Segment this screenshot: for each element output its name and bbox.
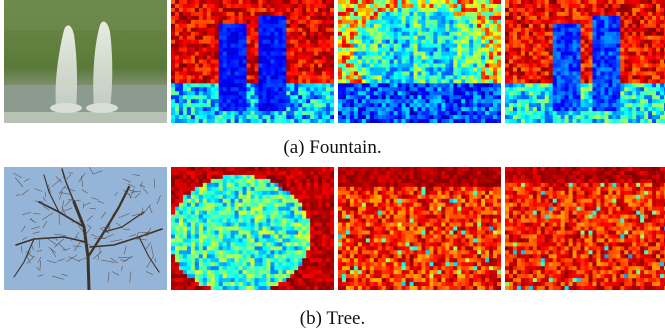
caption-tree: (b) Tree. — [299, 308, 366, 329]
tree-heatmap-1 — [171, 167, 334, 290]
tree-photo — [4, 167, 167, 290]
fountain-heatmap-1 — [171, 0, 334, 123]
fountain-heatmap-2 — [338, 0, 501, 123]
fountain-heatmap-3 — [505, 0, 665, 123]
tree-heatmap-3 — [505, 167, 665, 290]
subfigure-fountain — [4, 0, 665, 123]
tree-heatmap-2 — [338, 167, 501, 290]
caption-fountain: (a) Fountain. — [283, 137, 382, 158]
subfigure-tree — [4, 167, 665, 290]
fountain-photo — [4, 0, 167, 123]
